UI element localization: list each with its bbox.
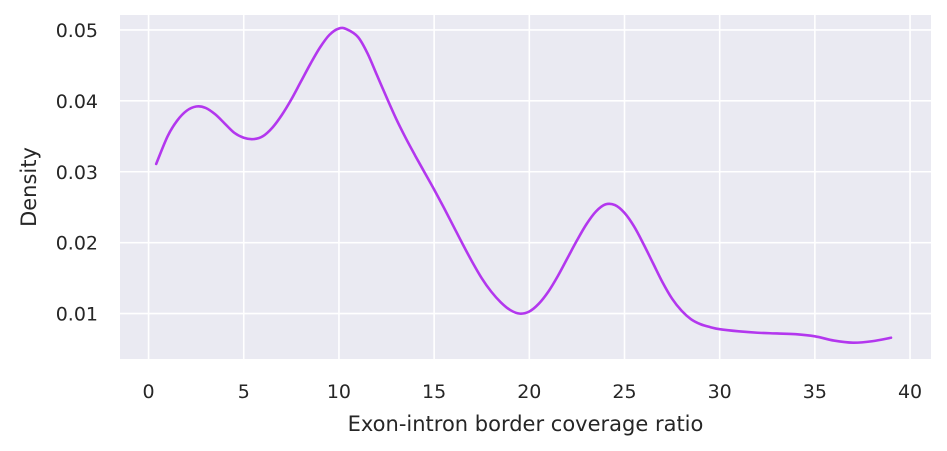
y-tick-label: 0.04: [56, 91, 98, 113]
x-axis-ticks: 0 5 10 15 20 25 30 35 40: [143, 381, 923, 403]
x-tick-label: 20: [517, 381, 541, 403]
y-tick-label: 0.02: [56, 233, 98, 255]
x-axis-title: Exon-intron border coverage ratio: [348, 412, 704, 436]
x-tick-label: 30: [708, 381, 732, 403]
plot-area: [120, 15, 931, 359]
x-tick-label: 10: [327, 381, 351, 403]
y-axis-ticks: 0.01 0.02 0.03 0.04 0.05: [56, 20, 98, 326]
x-gridlines: [147, 15, 911, 359]
x-tick-label: 40: [898, 381, 922, 403]
x-tick-label: 15: [422, 381, 446, 403]
y-tick-label: 0.05: [56, 20, 98, 42]
y-tick-label: 0.03: [56, 162, 98, 184]
y-axis-title: Density: [17, 147, 41, 227]
x-tick-label: 35: [803, 381, 827, 403]
x-tick-label: 5: [238, 381, 250, 403]
density-line: [154, 26, 893, 344]
x-tick-label: 25: [612, 381, 636, 403]
y-tick-label: 0.01: [56, 304, 98, 326]
y-gridlines: [120, 29, 931, 315]
x-tick-label: 0: [143, 381, 155, 403]
